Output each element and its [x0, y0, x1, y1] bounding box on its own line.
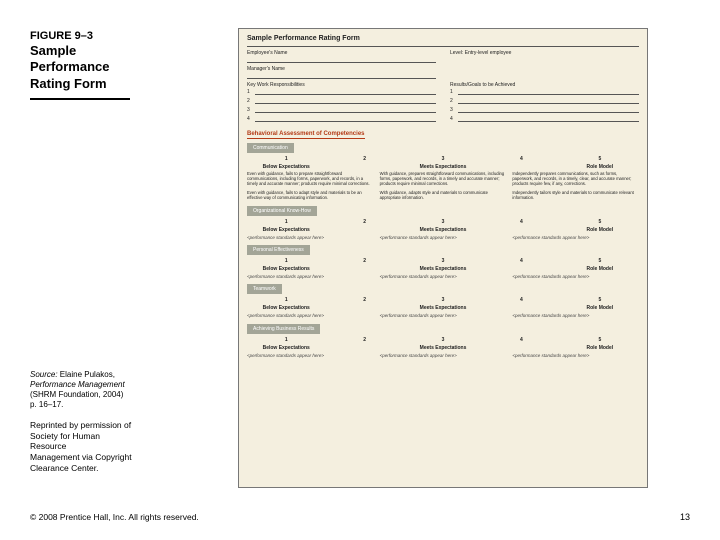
form-title: Sample Performance Rating Form	[247, 35, 639, 42]
figure-title: Sample Performance Rating Form	[30, 43, 225, 92]
copyright-notice: © 2008 Prentice Hall, Inc. All rights re…	[30, 512, 199, 522]
page-number: 13	[680, 512, 690, 522]
teamwork-badge: Teamwork	[247, 284, 282, 294]
figure-label: FIGURE 9–3	[30, 30, 225, 42]
resp-goals-header: Key Work Responsibilities Results/Goals …	[247, 82, 639, 89]
figure-caption-block: FIGURE 9–3 Sample Performance Rating For…	[30, 30, 225, 100]
achieving-results-badge: Achieving Business Results	[247, 324, 320, 334]
comm-desc-2: Even with guidance, fails to adapt style…	[247, 191, 639, 201]
personal-effectiveness-badge: Personal Effectiveness	[247, 245, 310, 255]
comm-desc-1: Even with guidance, fails to prepare str…	[247, 172, 639, 186]
sample-performance-rating-form: Sample Performance Rating Form Employee'…	[238, 28, 648, 488]
behavioral-section-header: Behavioral Assessment of Competencies	[247, 131, 639, 139]
reprint-permission: Reprinted by permission of Society for H…	[30, 420, 225, 473]
source-citation: Source: Elaine Pulakos, Performance Mana…	[30, 370, 225, 410]
scale-numbers: 12345	[247, 156, 639, 162]
numbered-lines: 1 2 3 4 1 2 3 4	[247, 89, 639, 125]
header-row-2: Manager's Name	[247, 66, 639, 82]
communication-badge: Communication	[247, 143, 294, 153]
scale-labels: Below ExpectationsMeets ExpectationsRole…	[247, 164, 639, 170]
org-knowhow-badge: Organizational Know-How	[247, 206, 317, 216]
header-row-1: Employee's Name Level: Entry-level emplo…	[247, 50, 639, 66]
title-underline	[30, 98, 130, 100]
